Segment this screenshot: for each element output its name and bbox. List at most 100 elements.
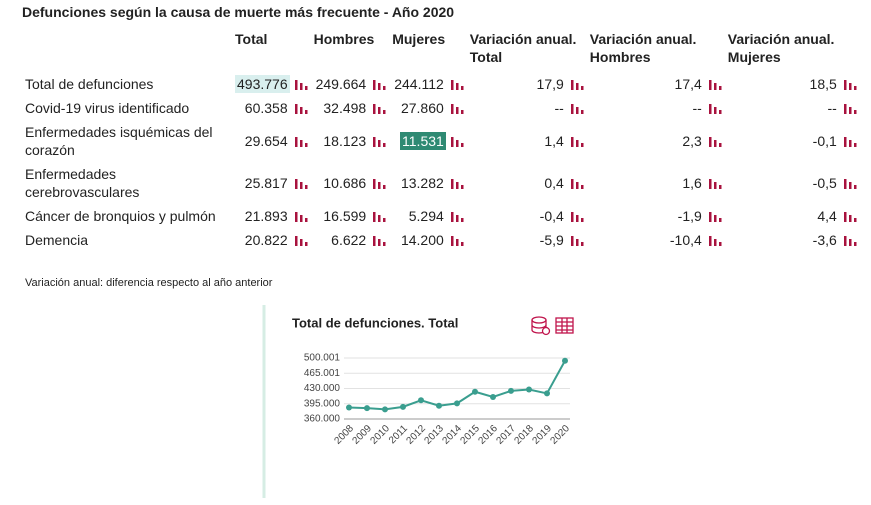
table-cell: -3,6	[725, 228, 860, 252]
chart-icon[interactable]	[708, 210, 722, 222]
chart-icon[interactable]	[450, 135, 464, 147]
chart-icon[interactable]	[570, 102, 584, 114]
data-point	[562, 357, 568, 364]
chart-icon[interactable]	[450, 234, 464, 246]
note: Variación anual: diferencia respecto al …	[25, 277, 273, 289]
data-point	[472, 388, 478, 395]
cell-value: 5.294	[408, 208, 444, 224]
x-tick-label: 2015	[458, 423, 482, 447]
table-cell: --	[587, 96, 725, 120]
chart-icon[interactable]	[294, 234, 308, 246]
chart-icon[interactable]	[570, 177, 584, 189]
cell-value: 60.358	[244, 100, 288, 116]
chart-icon[interactable]	[843, 234, 857, 246]
chart-icon[interactable]	[570, 234, 584, 246]
data-point	[490, 393, 496, 400]
x-tick-label: 2010	[368, 423, 392, 447]
table-cell: -10,4	[587, 228, 725, 252]
table-cell: --	[725, 96, 860, 120]
chart-icon[interactable]	[372, 135, 386, 147]
x-tick-label: 2018	[512, 423, 536, 447]
table-cell: 493.776	[232, 72, 311, 96]
table-cell: 1,6	[587, 162, 725, 204]
y-tick-label: 500.001	[304, 353, 341, 364]
chart-icon[interactable]	[294, 210, 308, 222]
data-point	[400, 403, 406, 410]
chart-icon[interactable]	[294, 177, 308, 189]
table-icon[interactable]	[555, 317, 574, 334]
chart-icon[interactable]	[843, 78, 857, 90]
cell-value: 1,6	[682, 175, 702, 191]
chart-icon[interactable]	[708, 78, 722, 90]
table-cell: 249.664	[311, 72, 390, 96]
chart-icon[interactable]	[843, 102, 857, 114]
table-row: Enfermedades cerebrovasculares 25.817 10.6…	[22, 162, 860, 204]
cell-value: --	[692, 100, 702, 116]
data-point	[436, 402, 442, 409]
x-tick-label: 2011	[387, 423, 410, 446]
table-cell: 5.294	[389, 204, 467, 228]
chart-icon[interactable]	[570, 210, 584, 222]
chart-icon[interactable]	[708, 135, 722, 147]
chart-icon[interactable]	[294, 102, 308, 114]
header-cell: Variación anual. Mujeres	[727, 31, 835, 65]
data-point	[454, 400, 460, 407]
header-cell: Total	[235, 31, 268, 47]
x-tick-label: 2020	[548, 423, 572, 447]
row-label: Covid-19 virus identificado	[25, 100, 190, 116]
cell-value: -0,5	[812, 175, 837, 191]
header-cell: Mujeres	[392, 31, 446, 47]
chart-icon[interactable]	[450, 210, 464, 222]
database-icon[interactable]	[531, 316, 551, 336]
cell-value: 2,3	[682, 133, 702, 149]
cell-value: 14.200	[400, 232, 444, 248]
chart-icon[interactable]	[570, 78, 584, 90]
chart-icon[interactable]	[708, 177, 722, 189]
chart-icon[interactable]	[372, 210, 386, 222]
cell-value: 493.776	[235, 75, 290, 93]
table-row: Demencia 20.822 6.622 14.200 -5,9 -10,4 -3,6	[22, 228, 860, 252]
table-row: Enfermedades isquémicas del corazón 29.65…	[22, 120, 860, 162]
chart-icon[interactable]	[843, 177, 857, 189]
chart-icon[interactable]	[708, 102, 722, 114]
y-tick-label: 465.001	[304, 368, 341, 379]
x-tick-label: 2012	[404, 423, 428, 447]
cell-value: 29.654	[244, 133, 288, 149]
row-label: Enfermedades isquémicas del corazón	[25, 124, 213, 158]
chart-icon[interactable]	[372, 78, 386, 90]
cell-value: 17,9	[536, 76, 564, 92]
table-cell: -0,4	[467, 204, 587, 228]
table-cell: 14.200	[389, 228, 467, 252]
chart-icon[interactable]	[294, 135, 308, 147]
cell-value: -3,6	[812, 232, 837, 248]
cell-value: 21.893	[244, 208, 288, 224]
table-cell: 2,3	[587, 120, 725, 162]
chart-icon[interactable]	[708, 234, 722, 246]
x-tick-label: 2016	[476, 423, 500, 447]
table-cell: 21.893	[232, 204, 311, 228]
chart-icon[interactable]	[450, 78, 464, 90]
data-point	[508, 387, 514, 394]
table-cell: 17,9	[467, 72, 587, 96]
data-point	[346, 404, 352, 411]
cell-value: --	[554, 100, 564, 116]
data-table: Total Hombres Mujeres Variación anual. Tota…	[22, 28, 860, 252]
table-cell: 4,4	[725, 204, 860, 228]
x-tick-label: 2019	[530, 423, 554, 447]
chart-title: Total de defunciones. Total	[292, 315, 458, 330]
chart-icon[interactable]	[372, 177, 386, 189]
header-cell: Hombres	[313, 31, 375, 47]
chart-icon[interactable]	[450, 177, 464, 189]
chart-icon[interactable]	[450, 102, 464, 114]
data-point	[526, 386, 532, 393]
chart-icon[interactable]	[294, 78, 308, 90]
chart-icon[interactable]	[372, 102, 386, 114]
chart-icon[interactable]	[843, 210, 857, 222]
data-point	[382, 406, 388, 413]
cell-value: 0,4	[544, 175, 564, 191]
chart-icon[interactable]	[570, 135, 584, 147]
chart-icon[interactable]	[843, 135, 857, 147]
chart-icon[interactable]	[372, 234, 386, 246]
row-label: Cáncer de bronquios y pulmón	[25, 208, 216, 224]
table-row: Total de defunciones 493.776 249.664 244.11…	[22, 72, 860, 96]
